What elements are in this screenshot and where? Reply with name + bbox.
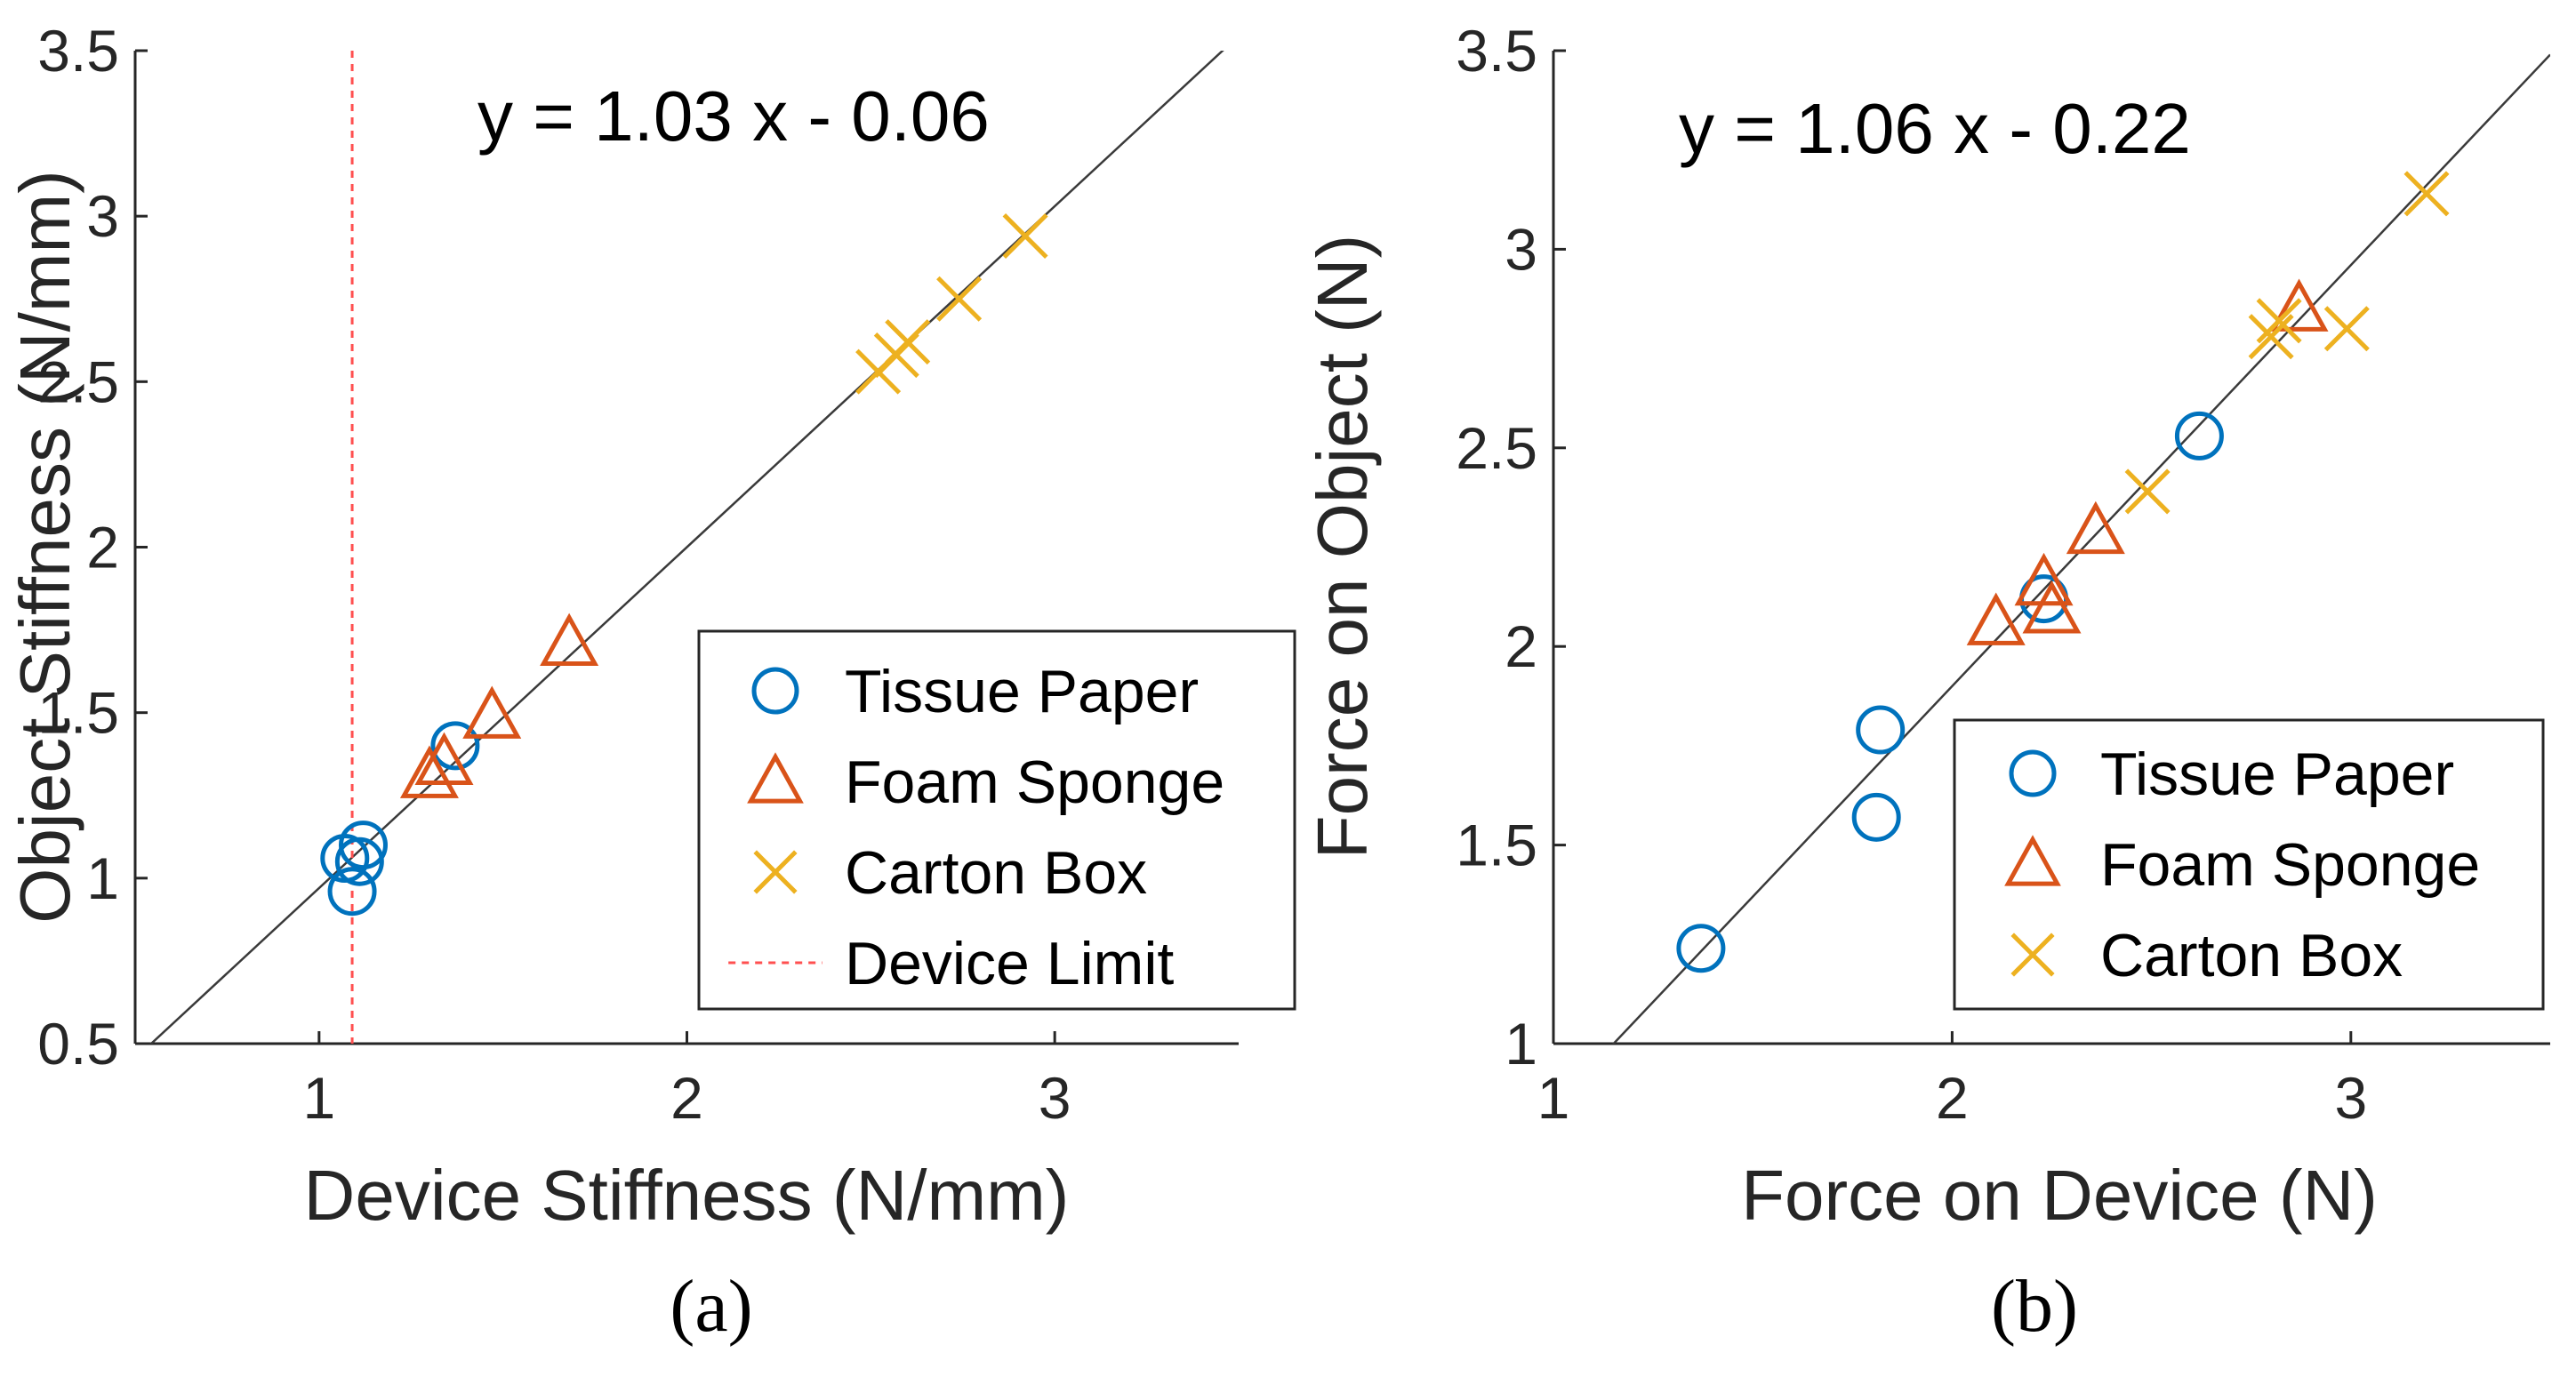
panel-b-point-carton-box (2323, 306, 2370, 352)
panel-a-y-tick-label: 3.5 (37, 18, 119, 84)
panel-b-point-foam-sponge (2066, 500, 2125, 555)
panel-b-y-tick-label: 1 (1505, 1011, 1537, 1077)
panel-b-y-tick-label: 3.5 (1456, 18, 1537, 84)
panel-b-legend-foam-sponge: Foam Sponge (2004, 831, 2480, 899)
panel-a-x-axis-label: Device Stiffness (N/mm) (304, 1156, 1070, 1235)
panel-a-plot-area: 0.5 1 1.5 2 2.5 3 3.5 1 2 3 (37, 18, 1239, 1131)
legend-marker-carton-box (753, 850, 798, 894)
panel-b-legend-label-foam-sponge: Foam Sponge (2100, 831, 2480, 899)
panel-b-y-axis-label: Force on Object (N) (1303, 235, 1382, 859)
legend-marker-tissue-paper (2009, 749, 2057, 797)
panel-b-point-tissue-paper (2174, 411, 2224, 460)
panel-a-point-foam-sponge (462, 685, 522, 739)
panel-a-x-tick-label: 3 (1039, 1065, 1071, 1131)
panel-b-y-tick-label: 1.5 (1456, 813, 1537, 878)
panel-b-point-tissue-paper (1676, 924, 1726, 973)
panel-b-point-carton-box (2248, 314, 2294, 360)
panel-a-legend-foam-sponge: Foam Sponge (747, 749, 1224, 816)
panel-b-fit-equation: y = 1.06 x - 0.22 (1679, 89, 2191, 168)
panel-b-point-tissue-paper (1851, 792, 1901, 842)
panel-b-y-tick-label: 2 (1505, 613, 1537, 679)
panel-b-plot-area: 1 1.5 2 2.5 3 3.5 1 2 3 (1456, 18, 2550, 1131)
panel-a-legend: Tissue Paper Foam Sponge Carton Box Devi… (697, 629, 1296, 1011)
panel-b-point-foam-sponge (2269, 278, 2329, 332)
panel-a-legend-label-tissue-paper: Tissue Paper (845, 658, 1199, 725)
panel-a-point-foam-sponge (414, 732, 474, 786)
panel-b-x-tick-label: 2 (1936, 1065, 1969, 1131)
panel-a-point-carton-box (936, 276, 983, 322)
panel-b-x-axis-label: Force on Device (N) (1741, 1156, 2378, 1235)
panel-b-caption: (b) (1991, 1265, 2078, 1348)
legend-x-marker-icon (2010, 933, 2055, 977)
panel-b-point-carton-box (2403, 171, 2450, 217)
panel-a-x-tick-label: 2 (670, 1065, 703, 1131)
panel-a-point-carton-box (885, 319, 931, 365)
panel-b-legend-carton-box: Carton Box (2010, 922, 2403, 989)
panel-a-legend-tissue-paper: Tissue Paper (751, 658, 1199, 725)
panel-a-point-tissue-paper (334, 837, 384, 886)
panel-b-point-foam-sponge (2022, 580, 2082, 634)
panel-a-legend-device-limit: Device Limit (728, 930, 1174, 997)
panel-a-y-tick-label: 3 (86, 183, 119, 249)
panel-b-y-tick-label: 2.5 (1456, 415, 1537, 481)
legend-circle-marker-icon (2009, 749, 2057, 797)
legend-marker-foam-sponge (747, 752, 804, 804)
panel-a-y-axis-label: Object Stiffness (N/mm) (5, 170, 84, 924)
panel-a-y-tick-label: 1 (86, 845, 119, 911)
panel-a-point-foam-sponge (540, 612, 599, 666)
panel-b-y-tick-label: 3 (1505, 216, 1537, 282)
panel-b-point-carton-box (2256, 298, 2302, 344)
panel-a-legend-label-foam-sponge: Foam Sponge (845, 749, 1224, 816)
panel-a-fit-equation: y = 1.03 x - 0.06 (477, 76, 990, 156)
legend-marker-carton-box (2010, 933, 2055, 977)
legend-marker-foam-sponge (2004, 835, 2061, 886)
panel-a-point-foam-sponge (399, 745, 459, 798)
panel-b-legend-label-tissue-paper: Tissue Paper (2100, 741, 2454, 808)
panel-a-point-tissue-paper (430, 721, 480, 771)
panel-b-legend-tissue-paper: Tissue Paper (2009, 741, 2454, 808)
panel-b-x-tick-label: 1 (1537, 1065, 1570, 1131)
panel-a-stiffness-chart: 0.5 1 1.5 2 2.5 3 3.5 1 2 3 Device Stiffness (N/m… (5, 18, 1296, 1348)
legend-x-marker-icon (753, 850, 798, 894)
legend-triangle-marker-icon (2004, 835, 2061, 886)
panel-a-fit-line (149, 51, 1224, 1044)
panel-a-legend-label-device-limit: Device Limit (845, 930, 1174, 997)
panel-b-point-tissue-paper (1856, 705, 1906, 755)
panel-b-point-carton-box (2124, 468, 2171, 515)
panel-a-point-tissue-paper (327, 867, 377, 917)
panel-a-y-tick-label: 2.5 (37, 348, 119, 414)
panel-b-point-foam-sponge (1966, 592, 2026, 645)
panel-a-legend-carton-box: Carton Box (753, 839, 1147, 907)
panel-b-x-tick-label: 3 (2334, 1065, 2367, 1131)
panel-a-caption: (a) (670, 1265, 752, 1348)
panel-a-legend-label-carton-box: Carton Box (845, 839, 1147, 907)
panel-a-y-tick-label: 1.5 (37, 680, 119, 746)
panel-a-x-tick-label: 1 (302, 1065, 335, 1131)
panel-b-force-chart: 1 1.5 2 2.5 3 3.5 1 2 3 Force on Device (N) Forc… (1303, 18, 2550, 1348)
legend-circle-marker-icon (751, 667, 799, 715)
panel-b-legend-label-carton-box: Carton Box (2100, 922, 2403, 989)
panel-b-legend: Tissue Paper Foam Sponge Carton Box (1953, 718, 2545, 1011)
panel-a-y-tick-label: 2 (86, 515, 119, 580)
panel-a-y-tick-label: 0.5 (37, 1011, 119, 1077)
legend-marker-tissue-paper (751, 667, 799, 715)
panel-a-point-carton-box (1002, 212, 1048, 260)
legend-triangle-marker-icon (747, 752, 804, 804)
